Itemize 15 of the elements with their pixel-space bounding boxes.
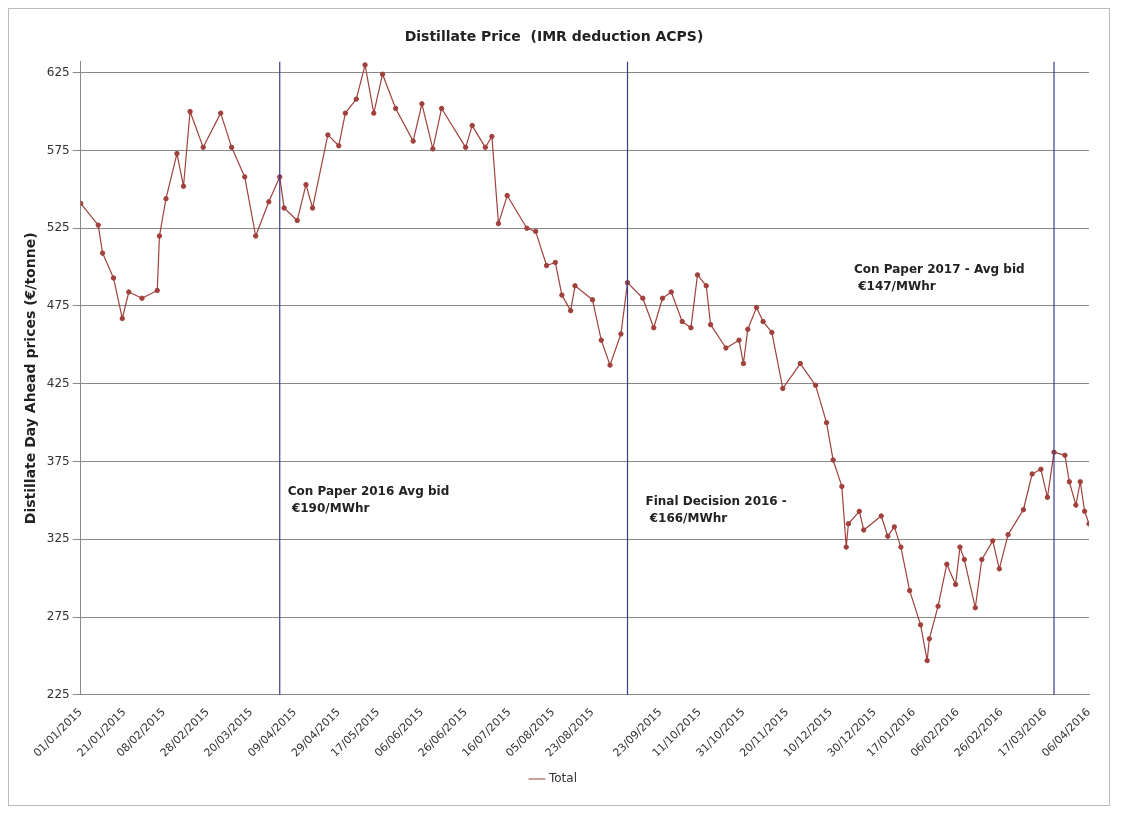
- y-axis-title: Distillate Day Ahead prices (€/tonne): [22, 232, 39, 525]
- y-tick-label: 625: [46, 64, 70, 79]
- y-tick-label: 275: [46, 609, 70, 624]
- y-tick-label: 425: [46, 375, 70, 390]
- y-tick-label: 525: [46, 220, 70, 235]
- annotation: Con Paper 2017 - Avg bid €147/MWhr: [854, 262, 1025, 294]
- annotation: Final Decision 2016 - €166/MWhr: [645, 493, 787, 525]
- y-tick-label: 375: [46, 453, 70, 468]
- y-tick-label: 225: [46, 686, 70, 701]
- y-tick-label: 475: [46, 298, 70, 313]
- y-tick-label: 325: [46, 531, 70, 546]
- chart-title: Distillate Price (IMR deduction ACPS): [404, 28, 704, 45]
- y-tick-label: 575: [46, 142, 70, 157]
- legend-label: Total: [547, 771, 578, 786]
- annotation: Con Paper 2016 Avg bid €190/MWhr: [287, 484, 450, 516]
